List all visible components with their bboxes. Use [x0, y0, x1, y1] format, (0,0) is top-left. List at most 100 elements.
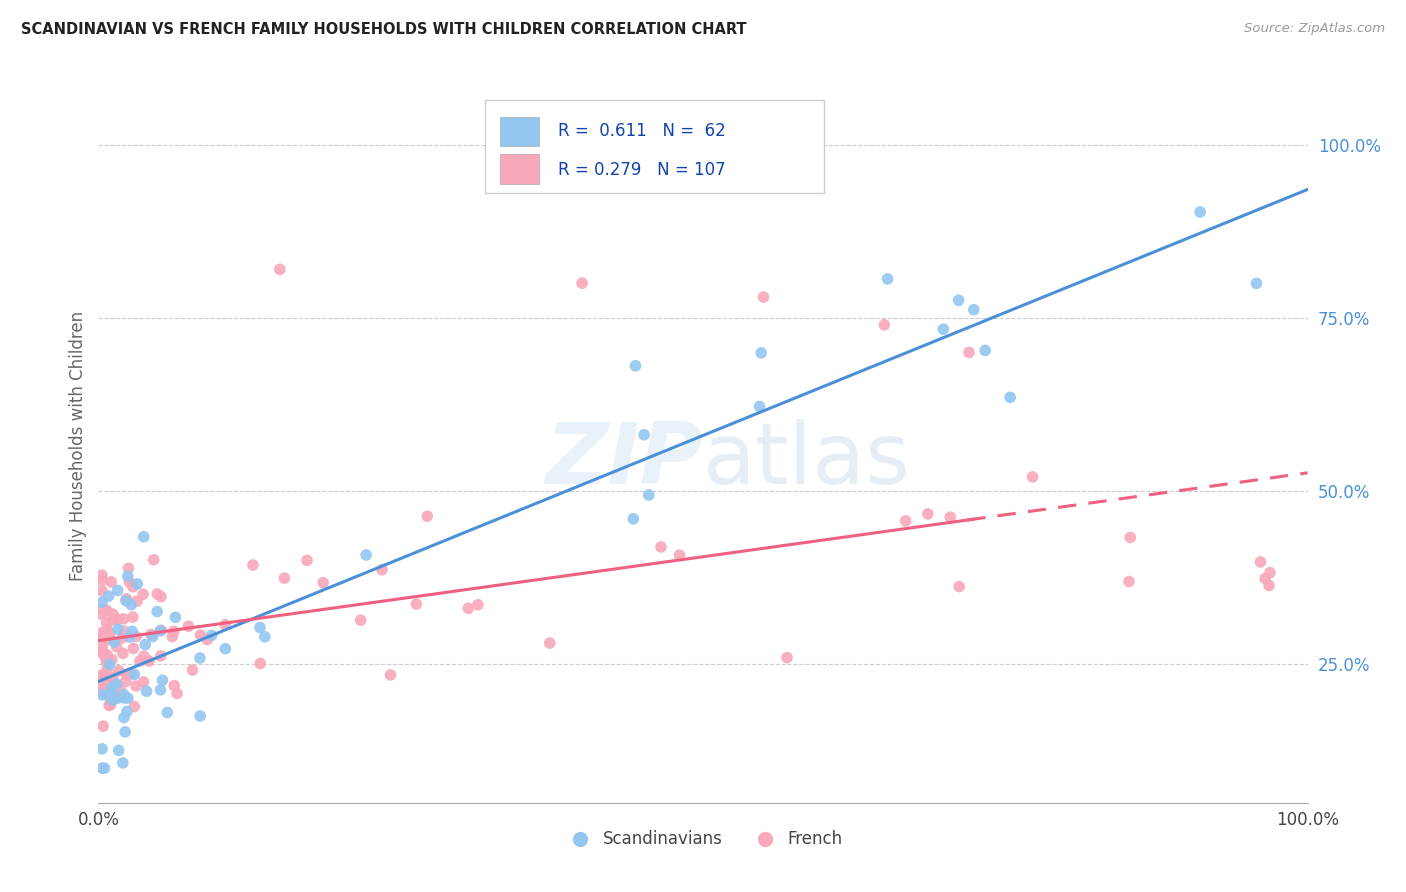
Point — [253, 630, 276, 644]
Point — [125, 679, 148, 693]
Point — [107, 743, 129, 757]
Point — [749, 346, 772, 360]
Point — [129, 654, 152, 668]
Point — [91, 602, 114, 616]
Point — [571, 276, 593, 290]
Point — [96, 648, 118, 662]
Point — [118, 575, 141, 590]
Text: Source: ZipAtlas.com: Source: ZipAtlas.com — [1244, 22, 1385, 36]
Point — [249, 620, 271, 634]
Point — [111, 647, 134, 661]
Point — [114, 724, 136, 739]
Point — [190, 628, 212, 642]
Point — [101, 607, 124, 621]
Point — [108, 682, 131, 697]
Point — [111, 756, 134, 770]
Point — [650, 540, 672, 554]
Point — [91, 671, 114, 685]
Point — [91, 625, 114, 640]
Point — [150, 624, 173, 638]
Point — [112, 711, 135, 725]
Point — [96, 683, 118, 698]
Point — [118, 630, 141, 644]
Point — [91, 568, 114, 582]
Point — [111, 631, 134, 645]
Point — [98, 627, 121, 641]
Point — [1021, 470, 1043, 484]
Point — [139, 627, 162, 641]
Point — [1119, 530, 1142, 544]
Point — [93, 761, 115, 775]
Point — [273, 571, 295, 585]
Point — [94, 649, 117, 664]
Point — [1254, 572, 1277, 586]
Point — [974, 343, 997, 358]
Point — [624, 359, 647, 373]
Point — [127, 577, 149, 591]
Point — [127, 594, 149, 608]
Point — [957, 345, 980, 359]
Point — [132, 649, 155, 664]
Point — [91, 719, 114, 733]
Point — [312, 575, 335, 590]
Point — [146, 605, 169, 619]
Point — [93, 647, 115, 661]
Point — [295, 553, 318, 567]
Point — [146, 587, 169, 601]
Point — [101, 693, 124, 707]
Point — [752, 290, 775, 304]
Point — [97, 689, 120, 703]
Point — [748, 400, 770, 414]
Point — [138, 654, 160, 668]
Point — [876, 272, 898, 286]
Point — [96, 651, 118, 665]
Point — [214, 641, 236, 656]
Point — [149, 648, 172, 663]
Point — [98, 657, 121, 672]
Point — [156, 706, 179, 720]
Point — [150, 590, 173, 604]
Point — [91, 680, 114, 694]
Point — [214, 617, 236, 632]
Point — [405, 597, 427, 611]
Point — [354, 548, 377, 562]
Point — [249, 657, 271, 671]
Point — [91, 630, 114, 644]
Point — [152, 673, 174, 688]
Point — [124, 667, 146, 681]
Point — [112, 624, 135, 638]
Point — [117, 691, 139, 706]
Point — [107, 622, 129, 636]
Point — [1189, 205, 1212, 219]
Point — [1249, 555, 1271, 569]
Point — [121, 624, 143, 639]
Point — [115, 667, 138, 681]
Y-axis label: Family Households with Children: Family Households with Children — [69, 311, 87, 581]
Point — [350, 613, 373, 627]
Point — [776, 650, 799, 665]
Point — [101, 652, 124, 666]
Point — [163, 679, 186, 693]
Point — [416, 509, 439, 524]
Point — [96, 623, 118, 637]
Point — [91, 640, 114, 654]
Point — [939, 510, 962, 524]
Point — [121, 610, 143, 624]
Point — [166, 686, 188, 700]
Point — [100, 574, 122, 589]
Point — [165, 610, 187, 624]
Point — [134, 638, 156, 652]
Point — [107, 612, 129, 626]
Point — [120, 666, 142, 681]
Point — [91, 583, 114, 598]
Point — [538, 636, 561, 650]
Bar — [501, 117, 538, 146]
Point — [103, 675, 125, 690]
Point — [467, 598, 489, 612]
Point — [103, 635, 125, 649]
Point — [181, 663, 204, 677]
Point — [188, 651, 211, 665]
Point — [91, 668, 114, 682]
Point — [1258, 566, 1281, 580]
Point — [120, 598, 142, 612]
